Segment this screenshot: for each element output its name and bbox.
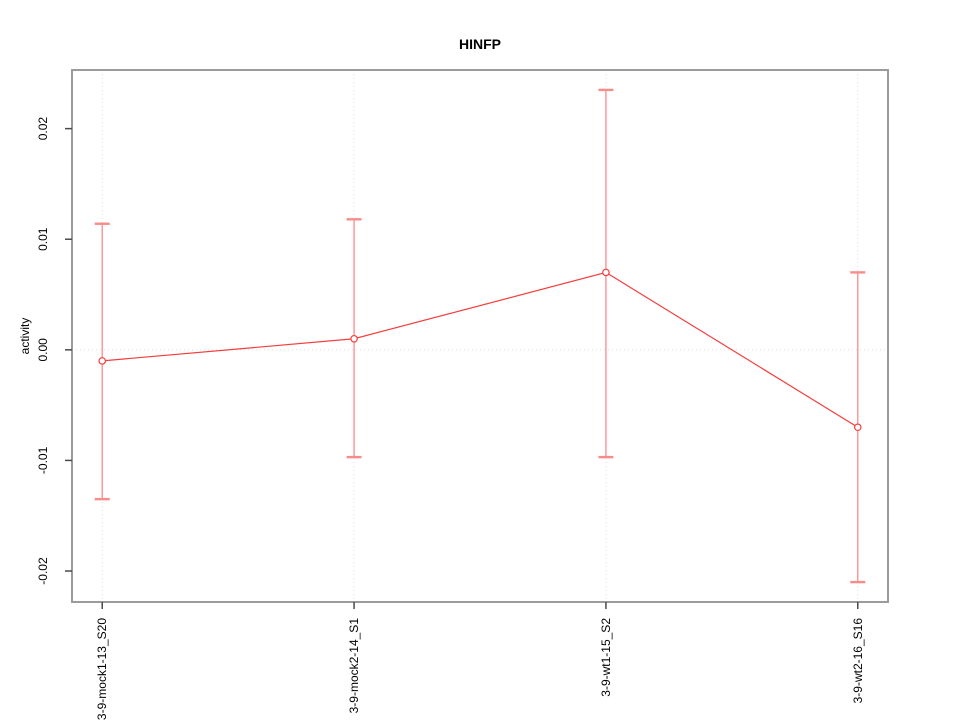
y-tick-label: 0.01 — [36, 227, 50, 251]
y-tick-label: 0.02 — [36, 117, 50, 141]
data-point-marker — [602, 268, 610, 277]
x-tick-label: 3-9-mock2-14_S1 — [347, 618, 361, 714]
series-line — [102, 271, 859, 428]
plot-frame — [71, 69, 889, 603]
y-tick-label: -0.02 — [36, 557, 50, 585]
chart-title: HINFP — [459, 36, 501, 52]
data-point-marker — [853, 423, 862, 432]
x-tick-label: 3-9-mock1-13_S20 — [95, 618, 109, 720]
x-tick-label: 3-9-wt1-15_S2 — [599, 618, 613, 697]
data-point-marker — [350, 334, 358, 343]
x-tick-label: 3-9-wt2-16_S16 — [851, 618, 865, 704]
y-tick-label: -0.01 — [36, 446, 50, 474]
data-point-marker — [98, 357, 107, 365]
y-tick-label: 0.00 — [36, 338, 50, 362]
